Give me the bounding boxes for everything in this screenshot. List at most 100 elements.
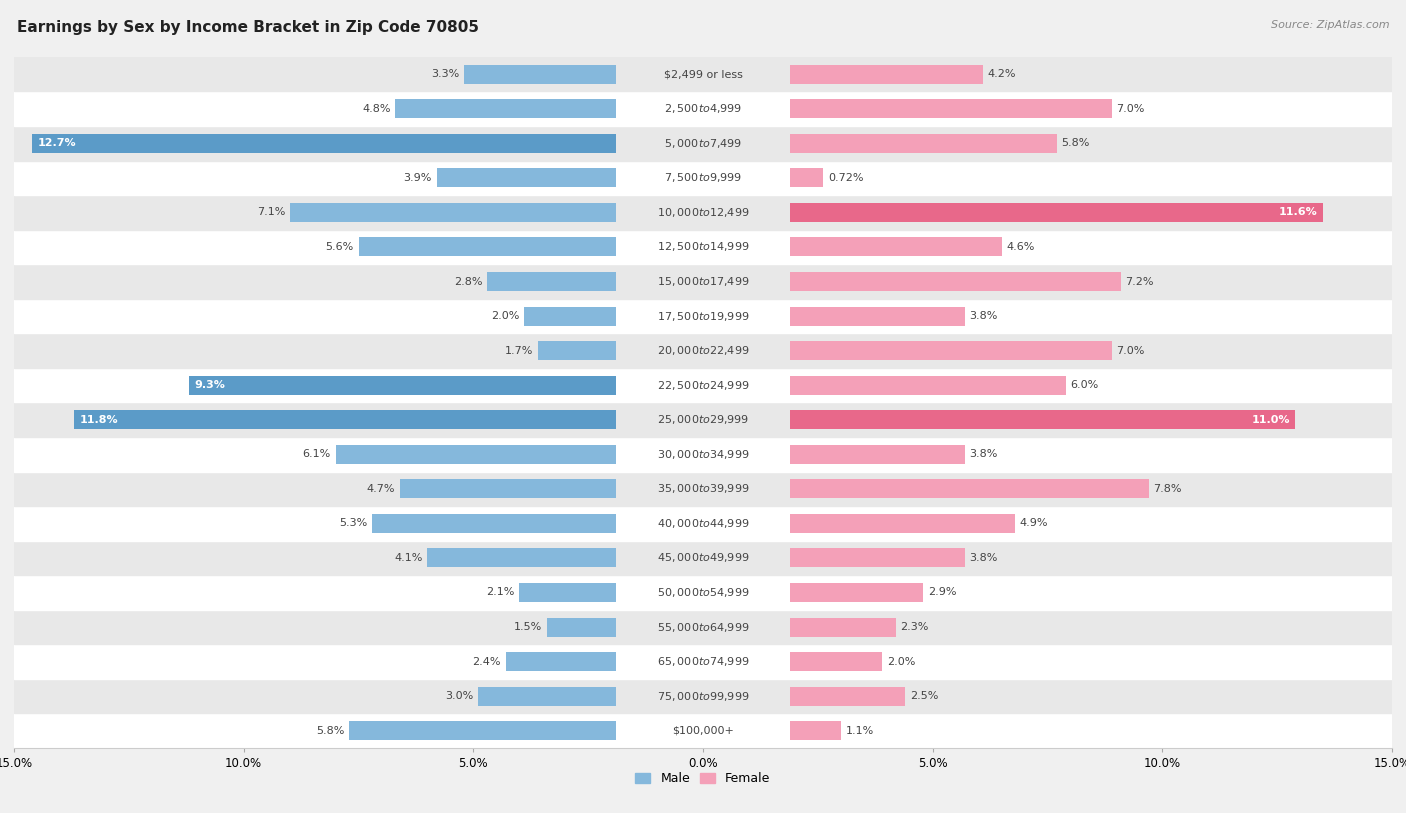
Text: 4.6%: 4.6% bbox=[1007, 242, 1035, 252]
Bar bbox=[506, 652, 616, 671]
Text: $2,499 or less: $2,499 or less bbox=[664, 69, 742, 79]
Bar bbox=[336, 445, 616, 463]
Bar bbox=[32, 134, 616, 153]
Bar bbox=[790, 480, 1149, 498]
Bar bbox=[486, 272, 616, 291]
Bar bbox=[547, 618, 616, 637]
Text: 0.72%: 0.72% bbox=[828, 173, 863, 183]
Bar bbox=[790, 203, 1323, 222]
Bar bbox=[14, 195, 1392, 229]
Text: $20,000 to $22,499: $20,000 to $22,499 bbox=[657, 344, 749, 357]
Text: $75,000 to $99,999: $75,000 to $99,999 bbox=[657, 689, 749, 702]
Text: $100,000+: $100,000+ bbox=[672, 726, 734, 736]
Text: $10,000 to $12,499: $10,000 to $12,499 bbox=[657, 206, 749, 219]
Text: 7.1%: 7.1% bbox=[257, 207, 285, 217]
Bar bbox=[790, 583, 924, 602]
Bar bbox=[519, 583, 616, 602]
Text: $2,500 to $4,999: $2,500 to $4,999 bbox=[664, 102, 742, 115]
Bar bbox=[14, 437, 1392, 472]
Bar bbox=[14, 126, 1392, 161]
Text: 6.0%: 6.0% bbox=[1070, 380, 1098, 390]
Text: 12.7%: 12.7% bbox=[38, 138, 76, 148]
Bar bbox=[349, 721, 616, 740]
Bar bbox=[537, 341, 616, 360]
Text: $40,000 to $44,999: $40,000 to $44,999 bbox=[657, 517, 749, 530]
Text: 3.3%: 3.3% bbox=[432, 69, 460, 79]
Bar bbox=[14, 229, 1392, 264]
Text: $12,500 to $14,999: $12,500 to $14,999 bbox=[657, 241, 749, 254]
Text: 2.0%: 2.0% bbox=[887, 657, 915, 667]
Text: 11.8%: 11.8% bbox=[79, 415, 118, 424]
Text: $30,000 to $34,999: $30,000 to $34,999 bbox=[657, 448, 749, 461]
Bar bbox=[188, 376, 616, 394]
Bar bbox=[790, 134, 1057, 153]
Bar bbox=[14, 714, 1392, 748]
Text: 5.8%: 5.8% bbox=[316, 726, 344, 736]
Bar bbox=[14, 57, 1392, 91]
Text: 2.8%: 2.8% bbox=[454, 276, 482, 286]
Bar bbox=[14, 333, 1392, 367]
Bar bbox=[14, 298, 1392, 333]
Bar bbox=[427, 549, 616, 567]
Text: 3.8%: 3.8% bbox=[969, 311, 998, 321]
Text: $25,000 to $29,999: $25,000 to $29,999 bbox=[657, 413, 749, 426]
Bar bbox=[790, 65, 983, 84]
Text: 11.0%: 11.0% bbox=[1251, 415, 1289, 424]
Bar bbox=[790, 687, 905, 706]
Text: 3.0%: 3.0% bbox=[446, 691, 474, 701]
Bar bbox=[73, 411, 616, 429]
Text: $5,000 to $7,499: $5,000 to $7,499 bbox=[664, 137, 742, 150]
Text: 7.0%: 7.0% bbox=[1116, 104, 1144, 114]
Bar bbox=[399, 480, 616, 498]
Bar bbox=[790, 514, 1015, 533]
Bar bbox=[373, 514, 616, 533]
Bar bbox=[790, 549, 965, 567]
Text: 7.8%: 7.8% bbox=[1153, 484, 1181, 493]
Text: $65,000 to $74,999: $65,000 to $74,999 bbox=[657, 655, 749, 668]
Text: 2.9%: 2.9% bbox=[928, 588, 956, 598]
Bar bbox=[790, 341, 1112, 360]
Bar bbox=[14, 264, 1392, 298]
Bar bbox=[790, 618, 896, 637]
Legend: Male, Female: Male, Female bbox=[630, 767, 776, 790]
Text: 4.1%: 4.1% bbox=[395, 553, 423, 563]
Text: $15,000 to $17,499: $15,000 to $17,499 bbox=[657, 275, 749, 288]
Bar bbox=[14, 367, 1392, 402]
Text: $17,500 to $19,999: $17,500 to $19,999 bbox=[657, 310, 749, 323]
Text: 3.9%: 3.9% bbox=[404, 173, 432, 183]
Text: 1.5%: 1.5% bbox=[515, 622, 543, 632]
Text: 2.5%: 2.5% bbox=[910, 691, 938, 701]
Text: $55,000 to $64,999: $55,000 to $64,999 bbox=[657, 620, 749, 633]
Text: $35,000 to $39,999: $35,000 to $39,999 bbox=[657, 482, 749, 495]
Bar bbox=[790, 168, 824, 187]
Bar bbox=[790, 721, 841, 740]
Bar bbox=[790, 307, 965, 325]
Bar bbox=[14, 541, 1392, 576]
Bar bbox=[14, 472, 1392, 506]
Text: 3.8%: 3.8% bbox=[969, 553, 998, 563]
Text: $7,500 to $9,999: $7,500 to $9,999 bbox=[664, 172, 742, 185]
Bar bbox=[14, 506, 1392, 541]
Text: 11.6%: 11.6% bbox=[1279, 207, 1317, 217]
Bar bbox=[790, 445, 965, 463]
Text: 2.0%: 2.0% bbox=[491, 311, 519, 321]
Bar bbox=[790, 237, 1001, 256]
Text: 6.1%: 6.1% bbox=[302, 450, 330, 459]
Bar bbox=[14, 161, 1392, 195]
Text: 1.1%: 1.1% bbox=[845, 726, 873, 736]
Bar bbox=[437, 168, 616, 187]
Bar bbox=[14, 91, 1392, 126]
Text: 5.8%: 5.8% bbox=[1062, 138, 1090, 148]
Text: 1.7%: 1.7% bbox=[505, 346, 533, 355]
Text: $45,000 to $49,999: $45,000 to $49,999 bbox=[657, 551, 749, 564]
Bar bbox=[790, 411, 1295, 429]
Text: 2.1%: 2.1% bbox=[486, 588, 515, 598]
Text: 9.3%: 9.3% bbox=[194, 380, 225, 390]
Text: 5.6%: 5.6% bbox=[326, 242, 354, 252]
Bar bbox=[14, 644, 1392, 679]
Text: 4.9%: 4.9% bbox=[1019, 519, 1049, 528]
Bar bbox=[395, 99, 616, 118]
Bar bbox=[14, 576, 1392, 610]
Text: 2.3%: 2.3% bbox=[900, 622, 929, 632]
Text: 3.8%: 3.8% bbox=[969, 450, 998, 459]
